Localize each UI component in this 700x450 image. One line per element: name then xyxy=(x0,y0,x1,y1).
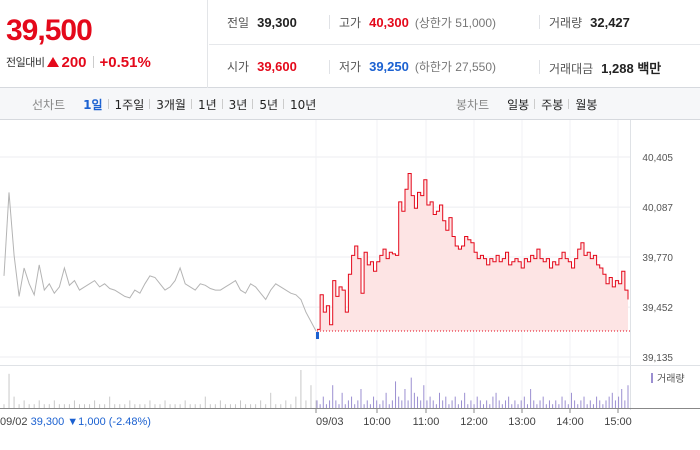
prev-date: 09/02 xyxy=(0,416,31,428)
price-box: 39,500 전일대비 200 +0.51% xyxy=(0,0,208,88)
row-divider xyxy=(209,44,700,45)
y-tick-label: 39,770 xyxy=(642,253,673,264)
x-tick-label: 10:00 xyxy=(363,416,391,428)
change-label: 전일대비 xyxy=(6,56,45,69)
price-chart-svg: 40,405 40,087 39,770 39,452 39,135 거래량 09/03… xyxy=(0,120,700,428)
tab-10year[interactable]: 10년 xyxy=(283,96,322,113)
stat-low: 저가 39,250 (하한가 27,550) xyxy=(339,58,496,78)
stat-open: 시가 39,600 xyxy=(227,58,297,78)
stat-label: 거래대금 xyxy=(549,62,594,76)
divider xyxy=(92,56,94,68)
candle-chart-tabs: 봉차트 일봉 주봉 월봉 xyxy=(456,88,603,120)
stat-high: 고가 40,300 (상한가 51,000) xyxy=(339,14,496,34)
x-tick-label: 14:00 xyxy=(556,416,584,428)
price-change-row: 전일대비 200 +0.51% xyxy=(6,52,151,72)
stat-volume: 거래량 32,427 xyxy=(549,14,630,34)
stat-label: 시가 xyxy=(227,60,250,74)
change-value: 200 xyxy=(61,53,87,71)
stat-value: 39,300 xyxy=(257,15,297,30)
y-tick-label: 39,452 xyxy=(642,303,673,314)
x-tick-label: 12:00 xyxy=(460,416,488,428)
volume-legend: 거래량 xyxy=(657,373,685,385)
y-tick-label: 40,087 xyxy=(642,203,673,214)
low-marker xyxy=(316,332,319,340)
y-tick-label: 39,135 xyxy=(642,353,673,364)
stat-label: 저가 xyxy=(339,60,362,74)
stat-value: 40,300 xyxy=(369,15,409,30)
tab-1week[interactable]: 1주일 xyxy=(107,96,151,113)
prev-close: 39,300 xyxy=(31,416,68,428)
tab-5year[interactable]: 5년 xyxy=(252,96,284,113)
today-area xyxy=(317,173,628,332)
prev-change: ▼1,000 (-2.48%) xyxy=(67,416,151,428)
tab-daily[interactable]: 일봉 xyxy=(507,97,530,112)
line-chart-title: 선차트 xyxy=(32,97,66,112)
stat-value: 1,288 백만 xyxy=(601,61,662,76)
stat-value: 39,250 xyxy=(369,59,409,74)
candle-chart-title: 봉차트 xyxy=(456,97,490,112)
up-triangle-icon xyxy=(47,57,60,67)
line-chart-tabs: 선차트 1일 1주일 3개월 1년 3년 5년 10년 xyxy=(32,88,322,120)
today-line xyxy=(317,173,629,330)
prev-day-info: 09/02 39,300 ▼1,000 (-2.48%) xyxy=(0,416,151,428)
stats-grid: 전일 39,300 고가 40,300 (상한가 51,000) 거래량 32,… xyxy=(209,0,700,88)
stat-value: 32,427 xyxy=(590,15,630,30)
tab-3month[interactable]: 3개월 xyxy=(149,96,192,113)
stat-amount: 거래대금 1,288 백만 xyxy=(549,58,661,78)
tab-monthly[interactable]: 월봉 xyxy=(568,96,603,113)
tab-1day[interactable]: 1일 xyxy=(83,97,103,112)
divider xyxy=(329,60,330,74)
change-percent: +0.51% xyxy=(99,53,151,71)
chart-period-tabs: 선차트 1일 1주일 3개월 1년 3년 5년 10년 봉차트 일봉 주봉 월봉 xyxy=(0,88,700,120)
x-tick-label: 09/03 xyxy=(316,416,344,428)
tab-1year[interactable]: 1년 xyxy=(190,96,223,113)
stat-label: 고가 xyxy=(339,16,362,30)
divider xyxy=(329,15,330,29)
stat-label: 거래량 xyxy=(549,16,583,30)
lower-limit: (하한가 27,550) xyxy=(414,60,497,74)
stat-label: 전일 xyxy=(227,16,250,30)
stock-summary: 39,500 전일대비 200 +0.51% 전일 39,300 고가 40,3… xyxy=(0,0,700,88)
tab-weekly[interactable]: 주봉 xyxy=(534,96,569,113)
prev-day-line xyxy=(3,192,317,332)
x-tick-label: 13:00 xyxy=(508,416,536,428)
stat-prev-close: 전일 39,300 xyxy=(227,14,297,34)
x-tick-label: 11:00 xyxy=(413,416,440,428)
divider xyxy=(539,15,540,29)
price-chart: 40,405 40,087 39,770 39,452 39,135 거래량 09/03… xyxy=(0,120,700,450)
y-tick-label: 40,405 xyxy=(642,153,673,164)
current-price: 39,500 xyxy=(6,14,93,47)
stat-value: 39,600 xyxy=(257,59,297,74)
upper-limit: (상한가 51,000) xyxy=(414,16,497,30)
volume-legend-swatch xyxy=(651,373,653,383)
x-tick-label: 15:00 xyxy=(604,416,632,428)
divider xyxy=(539,60,540,74)
tab-3year[interactable]: 3년 xyxy=(221,96,254,113)
